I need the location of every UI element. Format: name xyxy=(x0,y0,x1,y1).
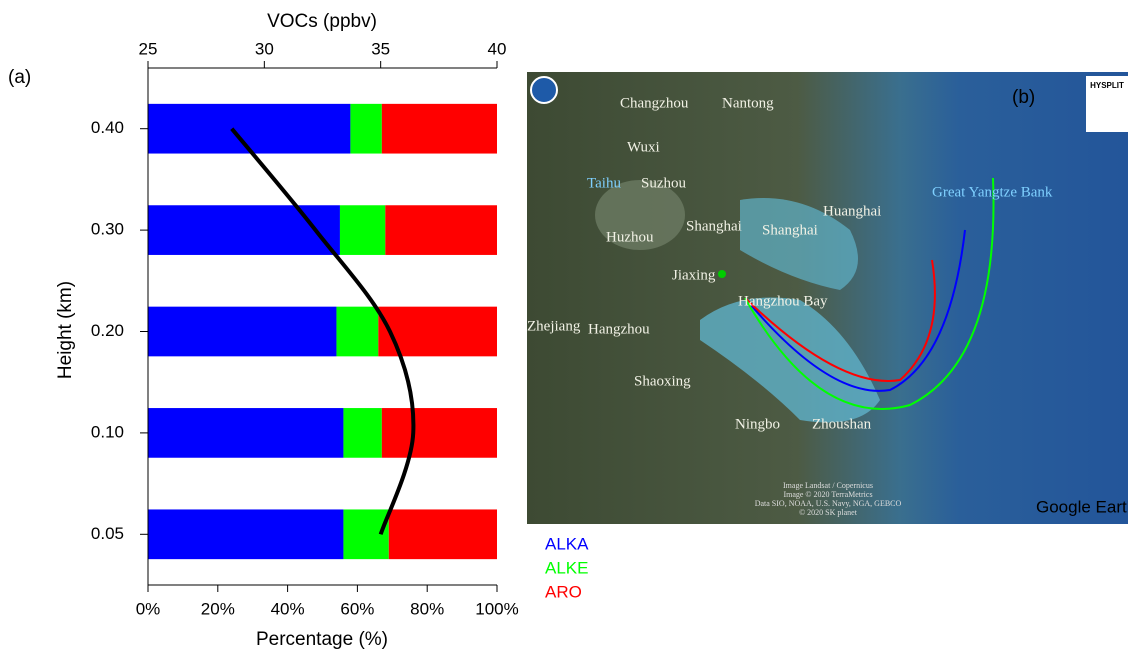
x-title: Percentage (%) xyxy=(256,629,388,650)
y-tick-label: 0.30 xyxy=(91,220,124,239)
place-label: Nantong xyxy=(722,95,774,111)
place-label: Suzhou xyxy=(641,175,687,191)
place-label: Wuxi xyxy=(627,139,660,155)
place-label: Great Yangtze Bank xyxy=(932,184,1053,200)
bar-segment xyxy=(382,408,497,458)
x2-tick-label: 30 xyxy=(255,39,274,58)
place-label: Hangzhou Bay xyxy=(738,293,828,309)
y-tick-label: 0.10 xyxy=(91,422,124,441)
y-title: Height (km) xyxy=(55,281,76,379)
bar-segment xyxy=(385,205,497,255)
bar-segment xyxy=(340,205,385,255)
attribution: Data SIO, NOAA, U.S. Navy, NGA, GEBCO xyxy=(755,499,902,508)
place-label: Zhoushan xyxy=(812,416,872,432)
place-label: Ningbo xyxy=(735,416,780,432)
panel-label: (b) xyxy=(1012,87,1035,108)
place-label: Changzhou xyxy=(620,95,689,111)
bar-segment xyxy=(148,509,343,559)
bar-segment xyxy=(148,408,343,458)
panel-label: (a) xyxy=(8,67,31,88)
bar-segment xyxy=(350,104,381,154)
place-label: Huanghai xyxy=(823,203,881,219)
bar-segment xyxy=(336,307,378,357)
place-label: Shanghai xyxy=(762,222,818,238)
logo-text: HYSPLIT xyxy=(1090,81,1124,90)
y-tick-label: 0.40 xyxy=(91,118,124,137)
x2-tick-label: 35 xyxy=(371,39,390,58)
y-tick-label: 0.20 xyxy=(91,321,124,340)
place-label: Hangzhou xyxy=(588,321,650,337)
legend-entry: ALKE xyxy=(545,558,588,577)
bar-segment xyxy=(389,509,497,559)
place-label: Jiaxing xyxy=(672,267,716,283)
site-marker xyxy=(718,270,726,278)
noaa-logo xyxy=(531,77,557,103)
x-tick-label: 40% xyxy=(271,599,305,618)
x-tick-label: 20% xyxy=(201,599,235,618)
x-tick-label: 80% xyxy=(410,599,444,618)
legend-entry: ARO xyxy=(545,582,582,601)
place-label: Huzhou xyxy=(606,229,654,245)
map: HYSPLIT (b) Google Earth Changzhou Nanton… xyxy=(527,72,1128,524)
x2-tick-label: 25 xyxy=(139,39,158,58)
x2-tick-label: 40 xyxy=(488,39,507,58)
attribution: Image © 2020 TerraMetrics xyxy=(783,490,872,499)
place-label: Shanghai xyxy=(686,218,742,234)
bar-segment xyxy=(148,307,336,357)
x2-title: VOCs (ppbv) xyxy=(267,11,377,32)
bar-segment xyxy=(148,104,350,154)
brand: Google Earth xyxy=(1036,497,1128,516)
place-label: Shaoxing xyxy=(634,373,691,389)
figure: (a) VOCs (ppbv) Percentage (%) Height (k… xyxy=(0,0,1128,653)
attribution: Image Landsat / Copernicus xyxy=(783,481,873,490)
x-tick-label: 60% xyxy=(340,599,374,618)
x-tick-label: 0% xyxy=(136,599,161,618)
bar-segment xyxy=(343,408,381,458)
x-tick-label: 100% xyxy=(475,599,518,618)
attribution: © 2020 SK planet xyxy=(799,508,858,517)
legend-entry: ALKA xyxy=(545,534,589,553)
bar-segment xyxy=(382,104,497,154)
place-label: Taihu xyxy=(587,175,621,191)
bar-segment xyxy=(148,205,340,255)
y-tick-label: 0.05 xyxy=(91,524,124,543)
place-label: Zhejiang xyxy=(527,318,581,334)
